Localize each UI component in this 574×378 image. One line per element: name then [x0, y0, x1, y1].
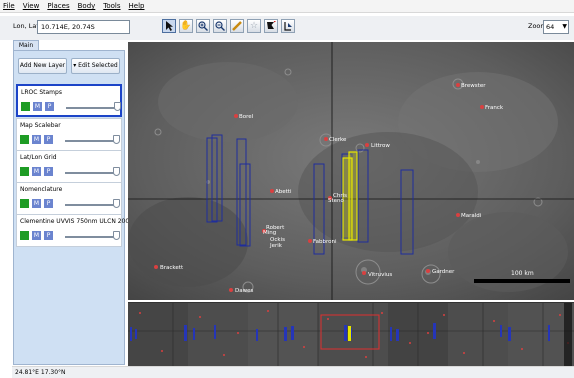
menu-bar: File View Places Body Tools Help: [0, 0, 574, 13]
menu-help[interactable]: Help: [129, 2, 145, 10]
scalebar-label: 100 km: [511, 270, 534, 277]
layer-color-swatch[interactable]: [20, 167, 29, 176]
lon-lat-label: Lon, Lat: [13, 22, 39, 30]
scalebar: [474, 279, 570, 283]
place-label: Vitruvius: [368, 272, 392, 278]
layer-color-swatch[interactable]: [21, 102, 30, 111]
layer-panel: Add New Layer ▾ Edit Selected LROC Stamp…: [13, 50, 125, 365]
zoom-select[interactable]: 64 ▼: [543, 20, 569, 34]
place-label: Franck: [485, 105, 504, 111]
toolbar: Lon, Lat 10.714E, 20.74S ✋ ☆ Zoom: 64 ▼: [0, 16, 574, 40]
layer-m-button[interactable]: M: [32, 231, 41, 240]
arrow-icon[interactable]: [162, 19, 176, 33]
opacity-slider-thumb[interactable]: [113, 167, 120, 176]
layer-p-button[interactable]: P: [44, 135, 53, 144]
layer-p-button[interactable]: P: [45, 102, 54, 111]
edit-selected-button[interactable]: ▾ Edit Selected: [71, 58, 120, 74]
export-icon[interactable]: [281, 19, 295, 33]
opacity-slider[interactable]: [66, 107, 118, 109]
layer-color-swatch[interactable]: [20, 231, 29, 240]
menu-places[interactable]: Places: [47, 2, 69, 10]
opacity-slider-thumb[interactable]: [113, 199, 120, 208]
place-label: Jerik: [269, 243, 283, 249]
add-layer-button[interactable]: Add New Layer: [18, 58, 67, 74]
place-label: Maraldi: [461, 213, 482, 219]
layer-m-button[interactable]: M: [33, 102, 42, 111]
layer-name: Map Scalebar: [20, 122, 61, 129]
layer-color-swatch[interactable]: [20, 199, 29, 208]
layer-name: LROC Stamps: [21, 89, 62, 96]
place-label: Littrow: [371, 143, 390, 149]
layer-p-button[interactable]: P: [44, 167, 53, 176]
star-icon[interactable]: ☆: [247, 19, 261, 33]
layer-m-button[interactable]: M: [32, 199, 41, 208]
chevron-down-icon: ▼: [562, 21, 567, 33]
zoom-out-icon[interactable]: [213, 19, 227, 33]
place-label: Clerke: [329, 137, 347, 143]
status-bar: 24.81°E 17.30°N: [12, 366, 574, 378]
overview-map[interactable]: [128, 302, 574, 366]
ruler-icon[interactable]: [230, 19, 244, 33]
zoom-value: 64: [546, 23, 554, 31]
opacity-slider-thumb[interactable]: [113, 231, 120, 240]
hand-icon[interactable]: ✋: [179, 19, 193, 33]
opacity-slider[interactable]: [65, 140, 117, 142]
layer-nomenclature[interactable]: Nomenclature M P: [16, 182, 122, 215]
menu-view[interactable]: View: [23, 2, 40, 10]
menu-body[interactable]: Body: [78, 2, 96, 10]
layer-color-swatch[interactable]: [20, 135, 29, 144]
layer-name: Lat/Lon Grid: [20, 154, 57, 161]
layer-name: Nomenclature: [20, 186, 62, 193]
tool-group: ✋ ☆: [162, 19, 295, 33]
layer-lat-lon-grid[interactable]: Lat/Lon Grid M P: [16, 150, 122, 183]
layer-p-button[interactable]: P: [44, 199, 53, 208]
map-canvas[interactable]: Brewster Franck Borel Clerke Littrow Abe…: [128, 42, 574, 300]
place-label: Borel: [239, 114, 254, 120]
place-label: Steno: [328, 198, 345, 204]
map-view[interactable]: Brewster Franck Borel Clerke Littrow Abe…: [128, 42, 574, 300]
opacity-slider-thumb[interactable]: [113, 135, 120, 144]
layer-map-scalebar[interactable]: Map Scalebar M P: [16, 118, 122, 151]
layer-clementine-uvvis[interactable]: Clementine UVVIS 750nm ULCN 2005 M P: [16, 214, 122, 247]
place-label: Abetti: [275, 189, 292, 195]
layer-m-button[interactable]: M: [32, 167, 41, 176]
overview-canvas[interactable]: [128, 303, 574, 366]
pin-icon[interactable]: [264, 19, 278, 33]
opacity-slider[interactable]: [65, 204, 117, 206]
place-label: Gardner: [432, 269, 455, 275]
place-label: Ming: [263, 230, 276, 236]
menu-tools[interactable]: Tools: [103, 2, 120, 10]
layer-lroc-stamps[interactable]: LROC Stamps M P: [16, 84, 122, 117]
opacity-slider[interactable]: [65, 172, 117, 174]
lon-lat-input[interactable]: 10.714E, 20.74S: [37, 20, 130, 34]
layer-p-button[interactable]: P: [44, 231, 53, 240]
opacity-slider[interactable]: [65, 236, 117, 238]
tab-main[interactable]: Main: [13, 40, 39, 50]
place-label: Brewster: [461, 83, 486, 89]
place-label: Dawes: [235, 288, 253, 294]
menu-file[interactable]: File: [3, 2, 15, 10]
place-label: Brackett: [160, 265, 184, 271]
place-label: Fabbroni: [313, 239, 337, 245]
zoom-in-icon[interactable]: [196, 19, 210, 33]
opacity-slider-thumb[interactable]: [114, 102, 121, 111]
layer-m-button[interactable]: M: [32, 135, 41, 144]
layer-name: Clementine UVVIS 750nm ULCN 2005: [20, 218, 133, 225]
